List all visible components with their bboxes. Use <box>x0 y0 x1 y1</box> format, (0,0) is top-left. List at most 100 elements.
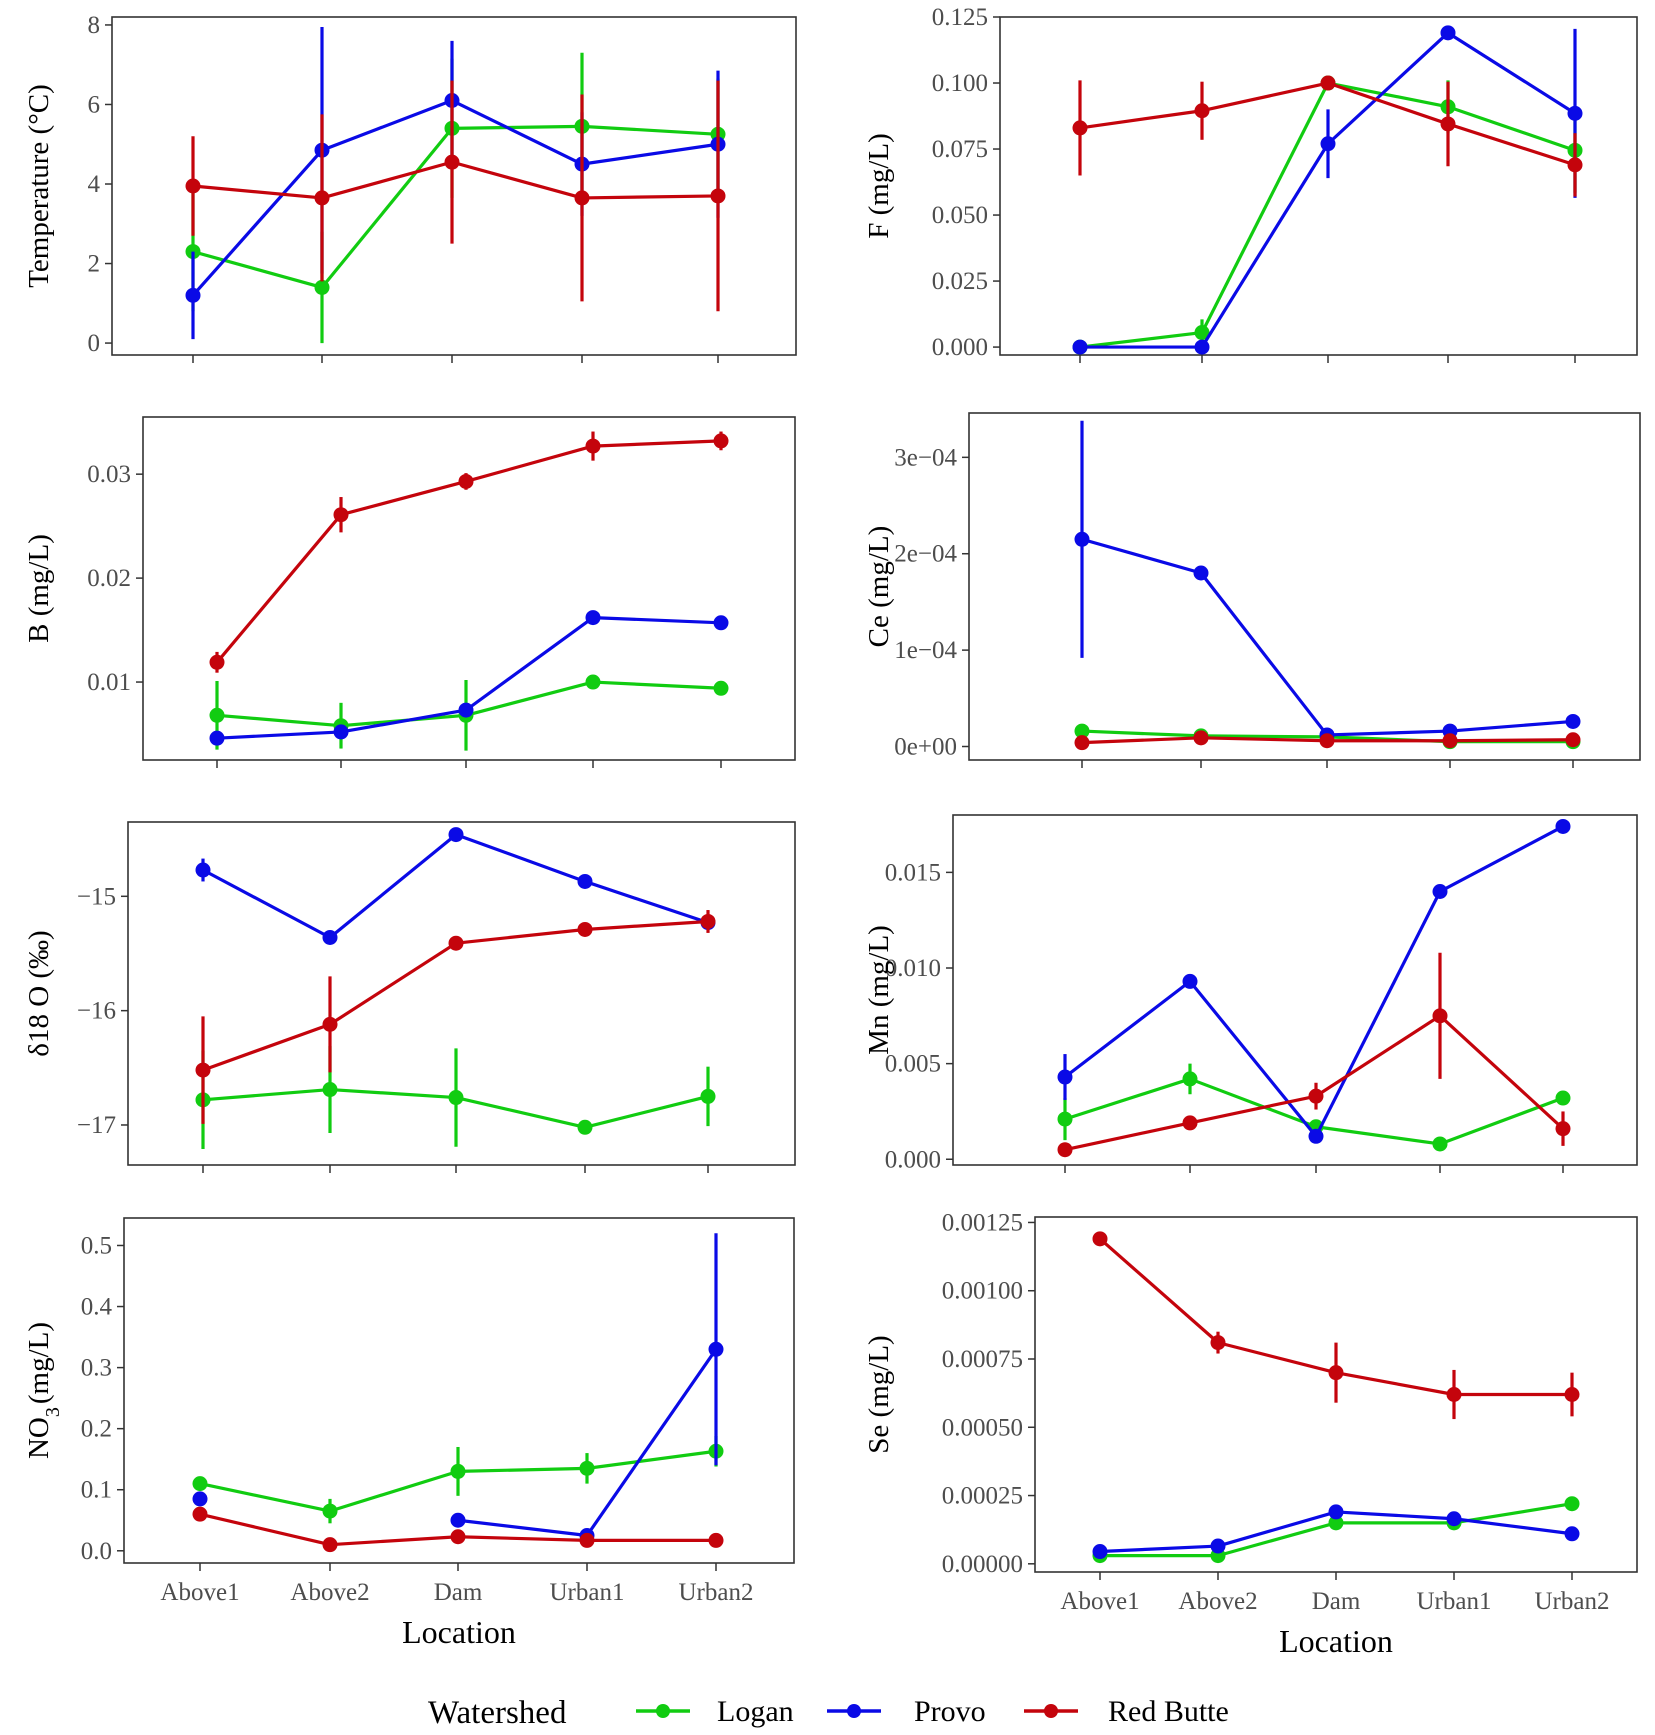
x-tick-label: Above2 <box>290 1579 369 1606</box>
y-axis-title: Mn (mg/L) <box>863 925 895 1055</box>
y-tick-label: 0.000 <box>932 334 988 361</box>
series-line <box>340 708 467 734</box>
series-red-butte <box>195 910 716 1124</box>
data-point <box>458 702 474 718</box>
x-tick-label: Above1 <box>1060 1588 1139 1615</box>
y-tick-label: 0.00000 <box>942 1551 1023 1578</box>
y-tick-label: 0.0 <box>81 1538 112 1565</box>
panel-cerium: 0e+00 1e−04 2e−04 3e−04 Ce (mg/L) <box>863 412 1641 768</box>
panel-frame <box>142 416 796 761</box>
series-line <box>1439 825 1564 893</box>
data-point <box>450 1463 466 1479</box>
x-tick-label: Dam <box>1312 1588 1361 1615</box>
series-line <box>1327 81 1449 126</box>
series-line <box>1447 122 1576 167</box>
series-red-butte <box>1072 75 1583 197</box>
x-tick-label: Dam <box>434 1579 483 1606</box>
data-point <box>1193 730 1209 746</box>
y-tick-label: 8 <box>88 12 101 39</box>
series-line <box>329 1087 457 1100</box>
series-line <box>329 1469 459 1513</box>
data-point <box>333 724 349 740</box>
data-point <box>1194 339 1210 355</box>
series-line <box>199 1482 331 1513</box>
series-line <box>1064 1121 1191 1152</box>
data-point <box>585 610 601 626</box>
data-point <box>1320 75 1336 91</box>
series-line <box>1314 890 1442 1138</box>
x-tick-label: Urban1 <box>550 1579 625 1606</box>
series-line <box>1449 738 1574 743</box>
y-tick-label: 0.5 <box>81 1232 112 1259</box>
series-line <box>1064 1077 1191 1121</box>
series-line <box>1327 81 1449 109</box>
y-tick-label: 0 <box>88 330 101 357</box>
series-line <box>1099 1544 1219 1554</box>
y-tick-label: 2 <box>88 251 101 278</box>
data-point <box>1210 1538 1226 1554</box>
y-tick-label: 1e−04 <box>894 637 957 664</box>
series-red-butte <box>1092 1231 1580 1420</box>
series-red-butte <box>1057 952 1571 1158</box>
legend-title: Watershed <box>428 1695 567 1731</box>
data-point <box>1432 1136 1448 1152</box>
data-point <box>700 1088 716 1104</box>
series-line <box>202 868 331 939</box>
y-tick-label: 0.125 <box>932 4 988 31</box>
y-tick-label: 3e−04 <box>894 444 957 471</box>
data-point <box>713 615 729 631</box>
series-provo <box>195 827 716 945</box>
data-point <box>1074 723 1090 739</box>
y-tick-label: 0.4 <box>81 1294 113 1321</box>
data-point <box>450 1512 466 1528</box>
series-line <box>1098 1237 1220 1344</box>
data-point <box>444 154 460 170</box>
data-point <box>1432 1008 1448 1024</box>
x-axis-title: Location <box>1279 1623 1393 1659</box>
data-point <box>713 680 729 696</box>
data-point <box>1442 733 1458 749</box>
series-line <box>581 142 719 166</box>
legend-label-logan: Logan <box>717 1695 794 1728</box>
y-tick-label: 0.00050 <box>942 1414 1023 1441</box>
series-line <box>1081 736 1202 745</box>
series-provo <box>209 610 729 746</box>
data-point <box>322 1503 338 1519</box>
data-point <box>458 473 474 489</box>
series-line <box>1217 1510 1337 1548</box>
y-tick-label: 0.000 <box>885 1146 941 1173</box>
data-point <box>1564 1387 1580 1402</box>
y-axis-title: Ce (mg/L) <box>863 526 895 648</box>
data-point <box>1565 713 1581 729</box>
y-axis-title: Se (mg/L) <box>863 1335 895 1453</box>
y-tick-label: 0.3 <box>81 1355 112 1382</box>
series-line <box>1201 81 1329 113</box>
series-logan <box>192 1435 724 1524</box>
data-point <box>1072 120 1088 136</box>
series-line <box>321 99 453 152</box>
data-point <box>710 188 726 204</box>
series-line <box>321 160 453 200</box>
series-line <box>1200 736 1328 743</box>
data-point <box>1446 1387 1462 1402</box>
series-line <box>581 124 719 136</box>
series-line <box>1439 1096 1564 1146</box>
data-point <box>1072 339 1088 355</box>
series-line <box>1447 105 1576 152</box>
panel-boron: 0.01 0.02 0.03 B (mg/L) <box>23 416 796 768</box>
series-line <box>1315 1014 1441 1098</box>
series-line <box>585 1348 718 1537</box>
series-line <box>1315 1125 1441 1146</box>
panel-frame <box>952 814 1638 1166</box>
data-point <box>574 190 590 206</box>
series-line <box>584 919 709 932</box>
series-line <box>1081 537 1202 575</box>
legend-label-provo: Provo <box>914 1695 986 1728</box>
data-point <box>1567 105 1583 121</box>
data-point <box>708 1341 724 1357</box>
y-tick-label: 0.01 <box>87 669 131 696</box>
data-point <box>1210 1335 1226 1351</box>
series-line <box>1200 734 1328 739</box>
data-point <box>448 1090 464 1106</box>
series-line <box>329 941 457 1026</box>
